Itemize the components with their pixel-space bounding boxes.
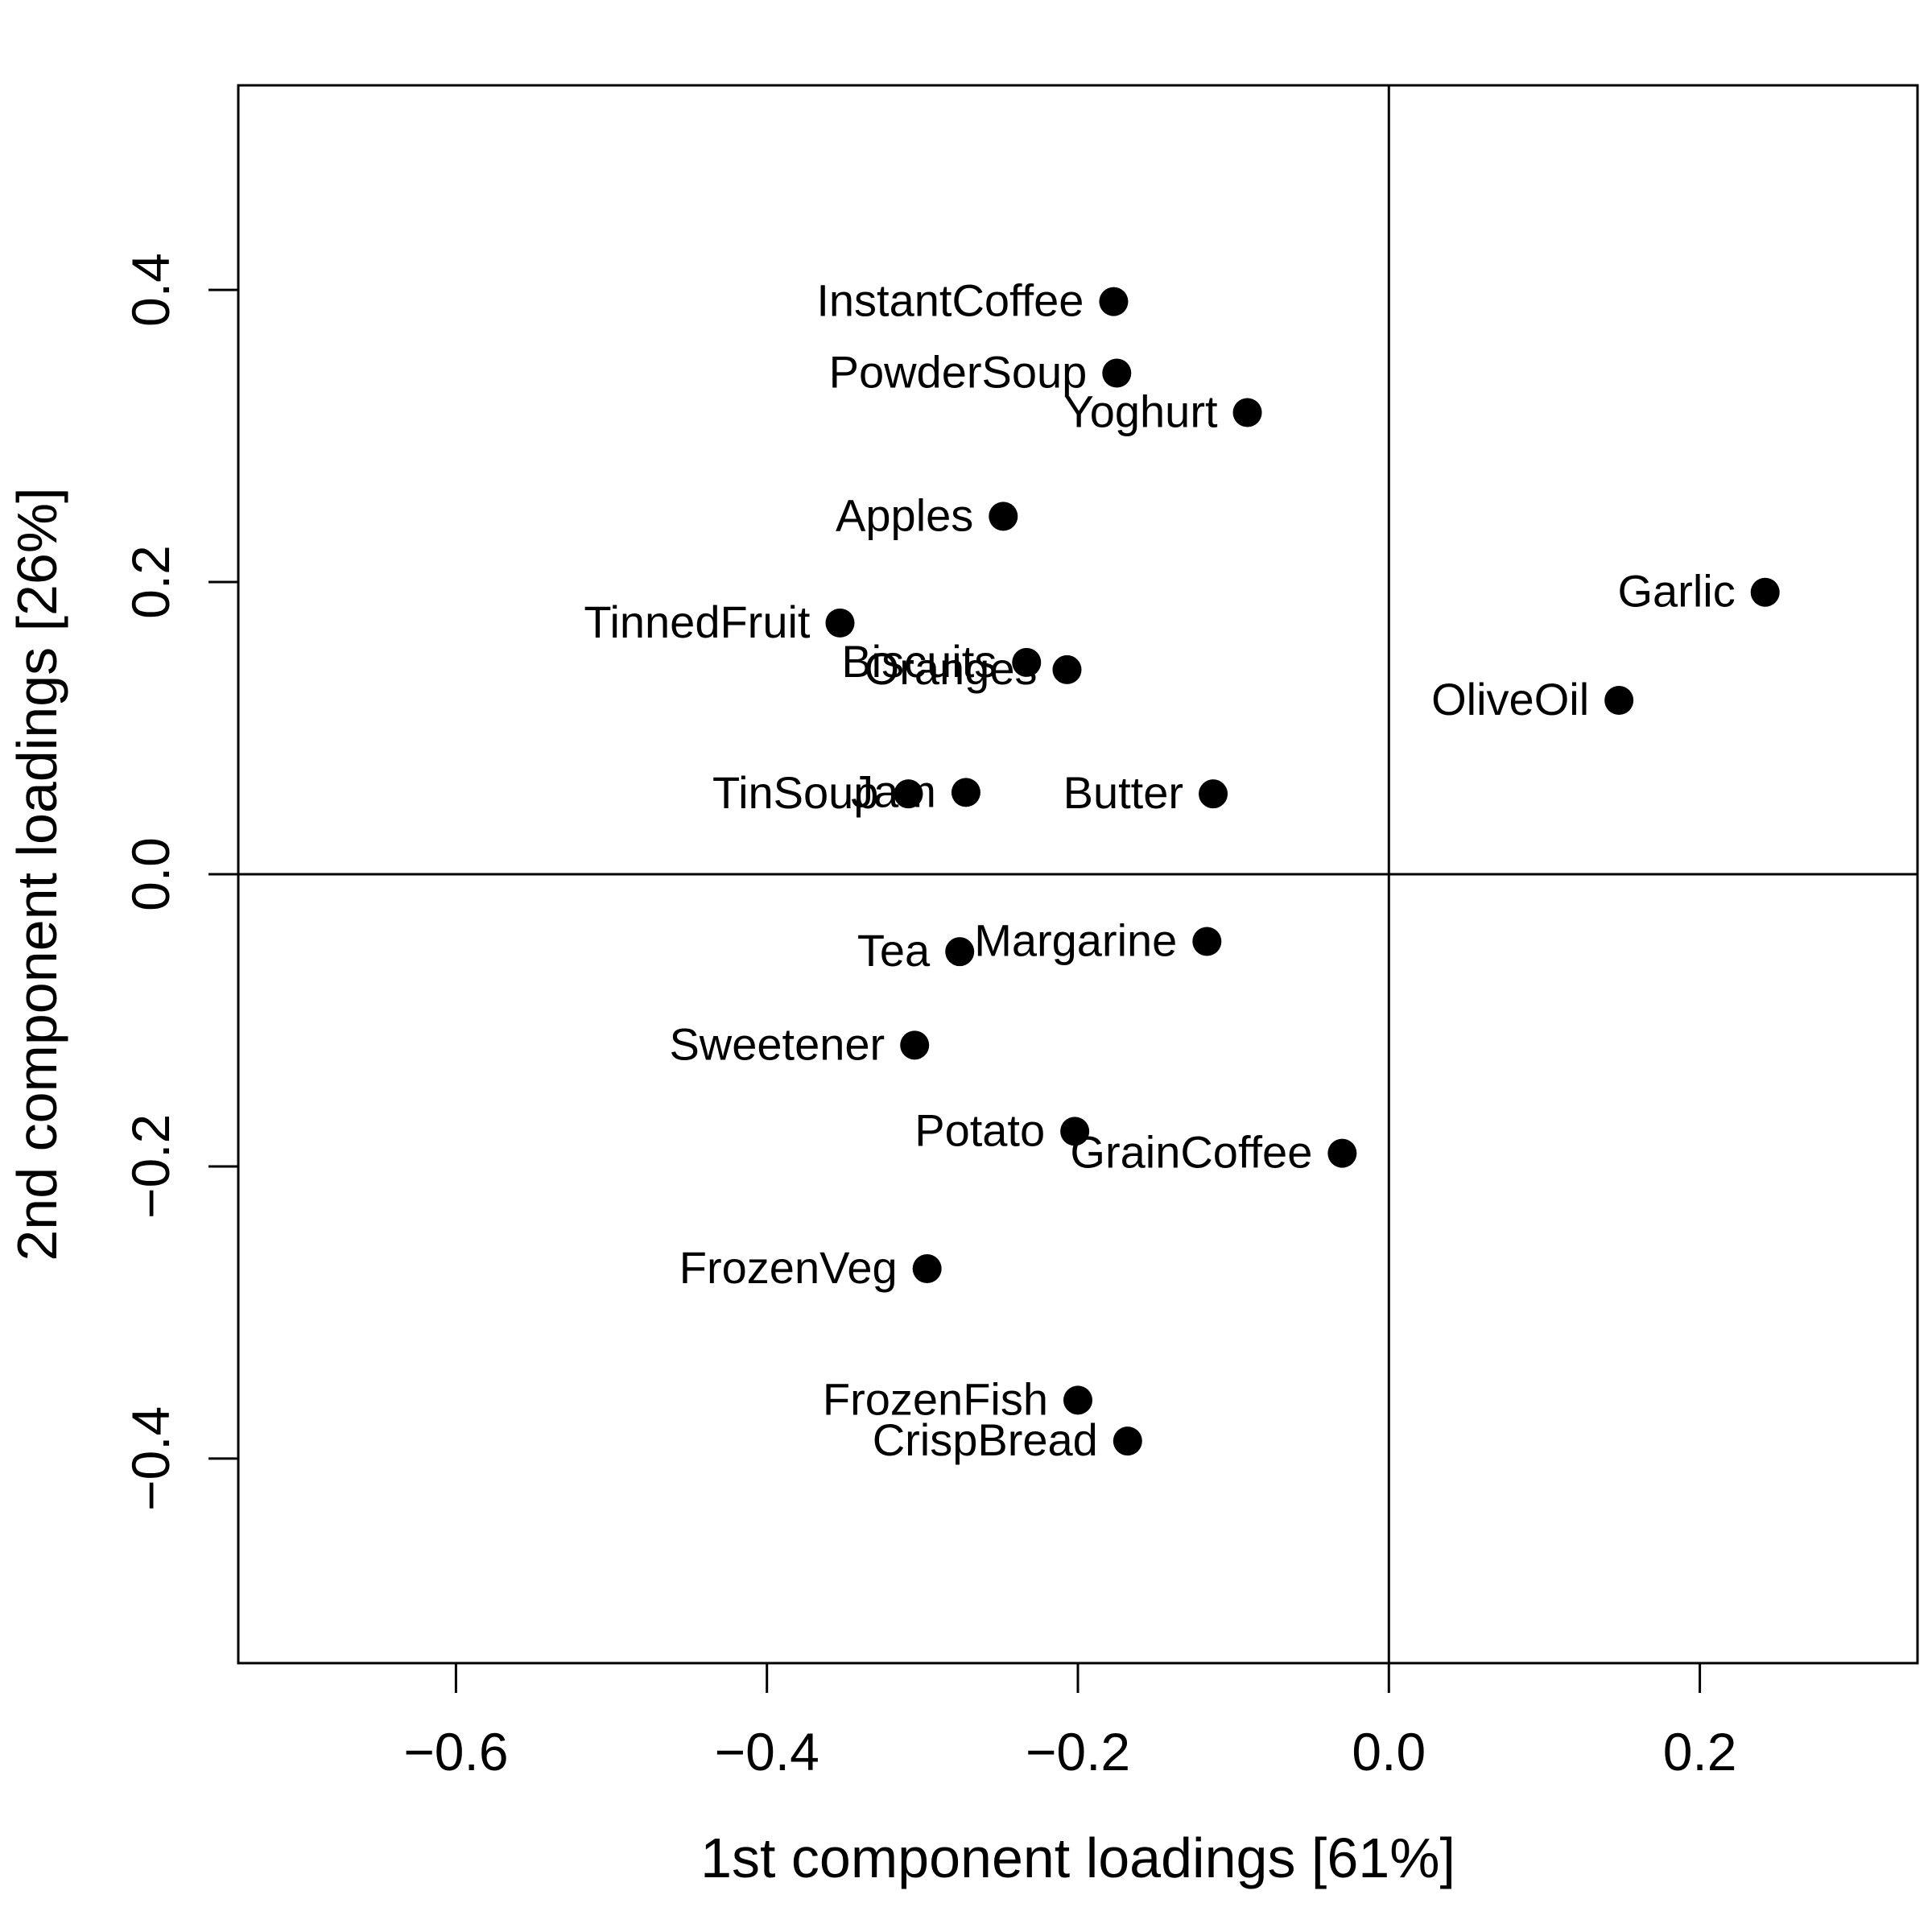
point-marker [900,1030,930,1060]
point-marker [1063,1385,1092,1415]
y-tick-label: 0.2 [121,545,180,619]
reference-lines [238,85,1918,1663]
y-tick-label: −0.2 [121,1114,180,1219]
x-axis-title: 1st component loadings [61%] [700,1827,1455,1889]
point-marker [1232,398,1262,427]
point-label: CrispBread [873,1414,1098,1465]
point-marker [945,937,975,967]
point-marker [1102,358,1132,388]
point-label: Margarine [974,914,1177,965]
point-marker [1099,287,1129,316]
point-label: OliveOil [1431,674,1589,724]
point-label: FrozenVeg [679,1242,898,1293]
y-tick-label: −0.4 [121,1406,180,1511]
point-marker [1199,779,1228,809]
x-tick-label: 0.2 [1663,1722,1737,1781]
y-axis: −0.4 −0.2 0.0 0.2 0.4 [121,253,238,1511]
point-label: Oranges [865,643,1038,694]
point-label: Garlic [1617,566,1735,617]
x-tick-label: −0.4 [715,1722,819,1781]
point-marker [825,608,855,638]
point-marker [1052,654,1082,684]
point-marker [1192,927,1222,956]
point-label: Jam [851,766,936,816]
point-label: Biscuits [841,636,997,687]
x-tick-label: −0.6 [403,1722,508,1781]
point-marker [894,779,923,809]
point-marker [912,1254,942,1283]
point-label: InstantCoffee [816,275,1084,326]
x-tick-label: 0.0 [1352,1722,1426,1781]
point-marker [989,502,1018,531]
point-marker [1012,647,1042,677]
point-marker [1060,1117,1090,1146]
point-label: Potato [914,1104,1045,1155]
point-label: Apples [836,489,973,540]
y-axis-title: 2nd component loadings [26%] [6,487,68,1261]
point-label: FrozenFish [823,1373,1048,1424]
point-marker [1750,577,1780,607]
point-marker [1327,1138,1357,1168]
point-label: Tea [857,925,931,976]
point-label: TinSoup [712,767,879,818]
point-label: TinnedFruit [584,597,811,647]
point-label: GrainCoffee [1070,1127,1312,1178]
y-tick-label: 0.0 [121,837,180,911]
point-label: Yoghurt [1064,386,1218,437]
point-marker [1113,1426,1142,1456]
point-marker [951,778,980,807]
y-tick-label: 0.4 [121,253,180,327]
point-label: Butter [1063,767,1183,818]
point-label: Sweetener [669,1018,885,1069]
x-axis: −0.6 −0.4 −0.2 0.0 0.2 [403,1663,1736,1781]
point-marker [1604,686,1634,716]
point-label: PowderSoup [829,347,1088,398]
x-tick-label: −0.2 [1026,1722,1130,1781]
